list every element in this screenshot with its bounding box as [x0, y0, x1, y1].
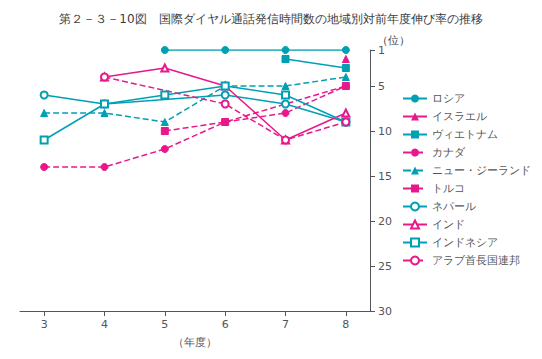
- svg-text:15: 15: [378, 170, 392, 183]
- svg-text:6: 6: [222, 318, 229, 331]
- svg-text:カナダ: カナダ: [432, 146, 466, 159]
- svg-text:4: 4: [101, 318, 108, 331]
- svg-text:8: 8: [342, 318, 349, 331]
- svg-text:第２－３－10図 国際ダイヤル通話発信時間数の地域別対前年度: 第２－３－10図 国際ダイヤル通話発信時間数の地域別対前年度伸び率の推移: [59, 12, 482, 26]
- svg-text:30: 30: [378, 305, 392, 318]
- svg-text:1: 1: [378, 43, 385, 57]
- svg-text:3: 3: [41, 318, 48, 331]
- svg-text:ネパール: ネパール: [432, 200, 476, 213]
- svg-text:7: 7: [282, 318, 289, 331]
- svg-text:ニュー・ジーランド: ニュー・ジーランド: [432, 164, 531, 177]
- svg-text:（年度）: （年度）: [173, 336, 217, 349]
- svg-text:（位）: （位）: [377, 34, 410, 47]
- svg-text:トルコ: トルコ: [432, 182, 465, 195]
- svg-text:25: 25: [378, 260, 392, 273]
- svg-text:10: 10: [378, 125, 392, 138]
- svg-text:5: 5: [161, 318, 168, 331]
- svg-text:イスラエル: イスラエル: [432, 110, 487, 123]
- svg-text:インドネシア: インドネシア: [432, 236, 498, 249]
- svg-text:ヴィエトナム: ヴィエトナム: [432, 128, 498, 141]
- svg-text:インド: インド: [432, 218, 465, 231]
- svg-text:ロシア: ロシア: [432, 92, 465, 105]
- svg-text:20: 20: [378, 215, 392, 228]
- svg-text:5: 5: [378, 80, 385, 93]
- svg-text:アラブ首長国連邦: アラブ首長国連邦: [432, 254, 520, 267]
